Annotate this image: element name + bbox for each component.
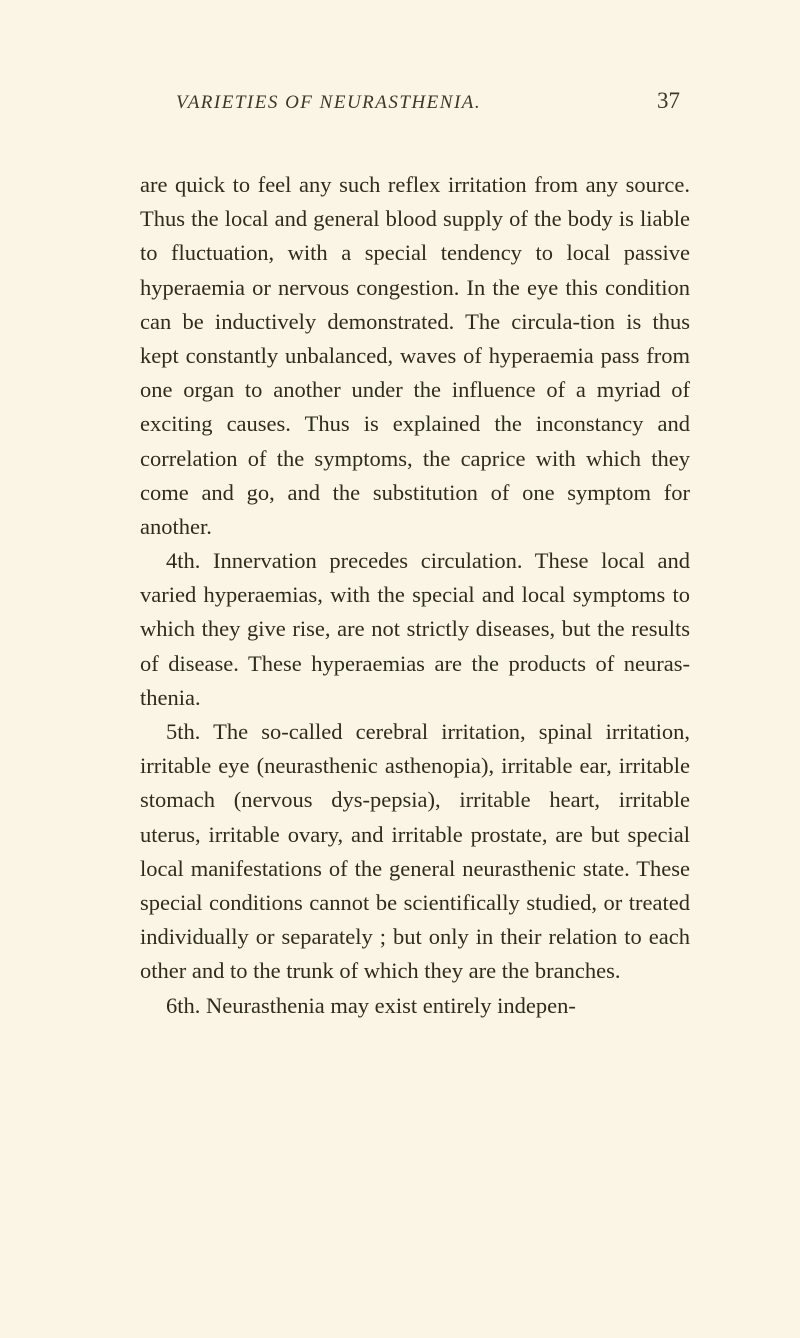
body-text: are quick to feel any such reflex irrita… xyxy=(140,168,690,1023)
paragraph-1: are quick to feel any such reflex irrita… xyxy=(140,168,690,544)
paragraph-3: 5th. The so-called cerebral irritation, … xyxy=(140,715,690,989)
paragraph-2: 4th. Innervation precedes circulation. T… xyxy=(140,544,690,715)
page-header: VARIETIES OF NEURASTHENIA. 37 xyxy=(140,88,690,114)
paragraph-4: 6th. Neurasthenia may exist entirely ind… xyxy=(140,989,690,1023)
running-title: VARIETIES OF NEURASTHENIA. xyxy=(176,92,481,114)
page-number: 37 xyxy=(657,88,680,114)
